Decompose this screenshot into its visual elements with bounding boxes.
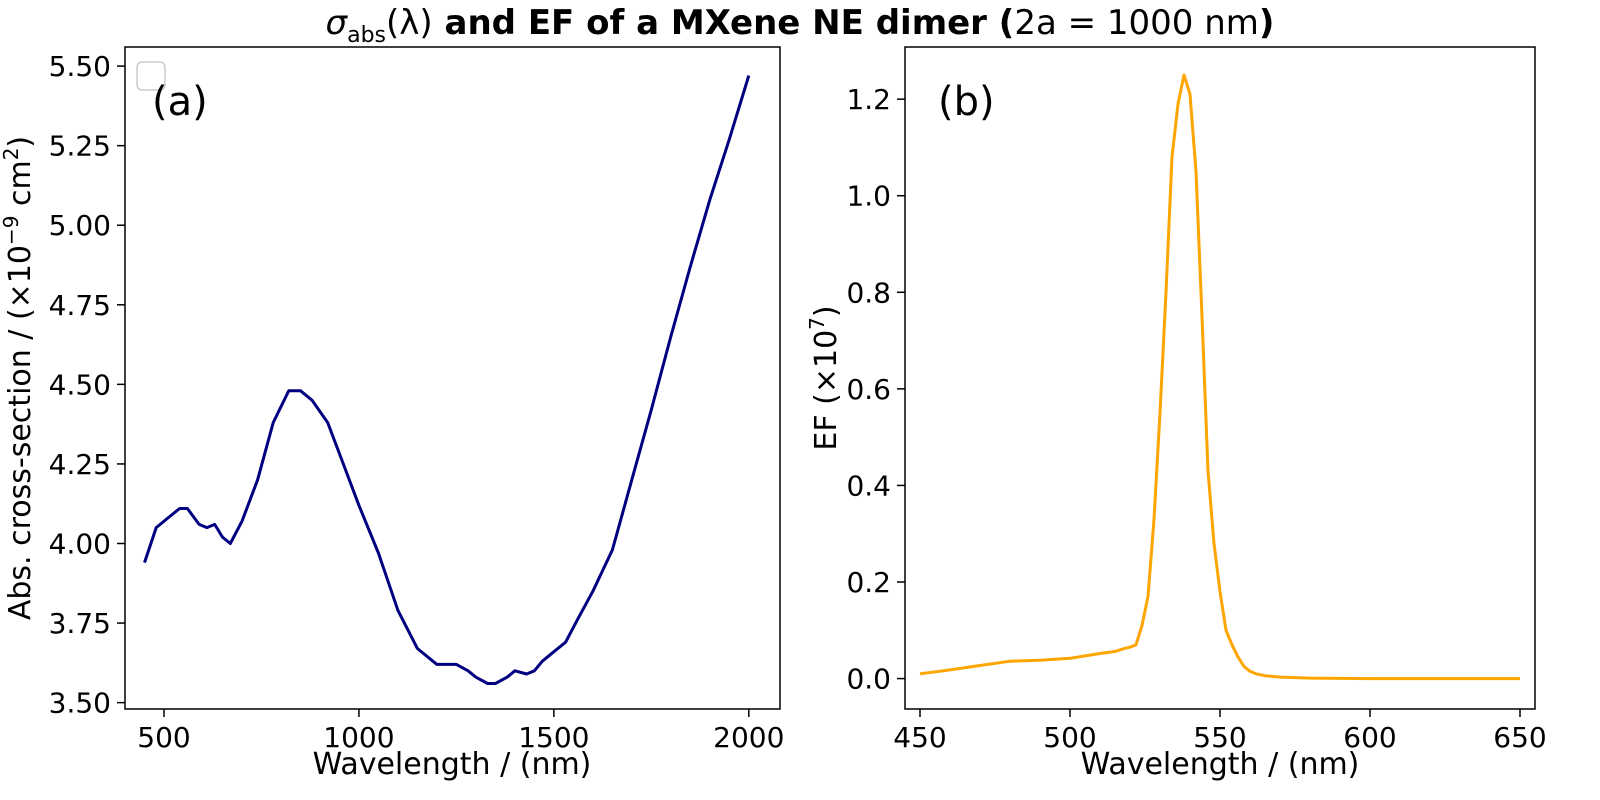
panel-a-series-line: [143, 75, 751, 685]
panel-b-ticks: 450 500 550 600 650 0.0 0.2 0.4 0.6 0.8 1.0 1.2: [846, 83, 1546, 754]
panel-b-xtick-label: 600: [1343, 721, 1396, 754]
panel-b-axes-frame: [904, 46, 1536, 710]
panel-a-xtick-label: 500: [137, 721, 190, 754]
panel-b-xlabel: Wavelength / (nm): [1081, 747, 1360, 782]
panel-b-xtick-label: 650: [1493, 721, 1546, 754]
panel-b-ylabel: EF (×107): [805, 305, 844, 450]
panel-a-ytick-label: 5.00: [49, 209, 111, 242]
panel-b-xtick-label: 450: [893, 721, 946, 754]
panel-b-ytick-label: 1.0: [846, 180, 891, 213]
panel-a-legend-box: [136, 61, 166, 91]
panel-a-ytick-label: 5.50: [49, 50, 111, 83]
panel-a-ytick-label: 4.25: [49, 448, 111, 481]
panel-b: 450 500 550 600 650 0.0 0.2 0.4 0.6 0.8 1.0 1.2 (b)…: [805, 46, 1547, 782]
panel-a-axes-frame: [124, 46, 781, 710]
panel-b-series-line: [919, 73, 1520, 681]
panel-a: 500 1000 1500 2000 3.50 3.75 4.00 4.25 4.50 4.75 5…: [0, 46, 785, 782]
panel-a-ytick-label: 4.00: [49, 528, 111, 561]
panel-a-label: (a): [152, 79, 208, 125]
panel-b-ytick-label: 0.6: [846, 373, 891, 406]
panel-a-ytick-label: 4.50: [49, 368, 111, 401]
panel-b-xtick-label: 550: [1193, 721, 1246, 754]
panel-a-xtick-label: 1000: [323, 721, 394, 754]
panel-a-ytick-label: 3.50: [49, 687, 111, 720]
panel-b-ytick-label: 0.8: [846, 276, 891, 309]
panel-b-xtick-label: 500: [1043, 721, 1096, 754]
panel-a-xtick-label: 2000: [713, 721, 784, 754]
panel-b-ytick-label: 0.2: [846, 566, 891, 599]
panel-b-label: (b): [938, 79, 995, 125]
figure-title: σabs(λ) and EF of a MXene NE dimer (2a =…: [326, 3, 1275, 48]
panel-a-xlabel: Wavelength / (nm): [313, 747, 592, 782]
panel-a-ytick-label: 3.75: [49, 607, 111, 640]
panel-a-ytick-label: 5.25: [49, 130, 111, 163]
panel-a-ytick-label: 4.75: [49, 289, 111, 322]
panel-b-ytick-label: 0.4: [846, 469, 891, 502]
panel-a-ticks: 500 1000 1500 2000 3.50 3.75 4.00 4.25 4.50 4.75 5…: [49, 50, 785, 754]
panel-a-ylabel: Abs. cross-section / (×10−9 cm2): [0, 136, 38, 620]
panel-b-ytick-label: 0.0: [846, 663, 891, 696]
panel-a-xtick-label: 1500: [518, 721, 589, 754]
panel-b-ytick-label: 1.2: [846, 83, 891, 116]
